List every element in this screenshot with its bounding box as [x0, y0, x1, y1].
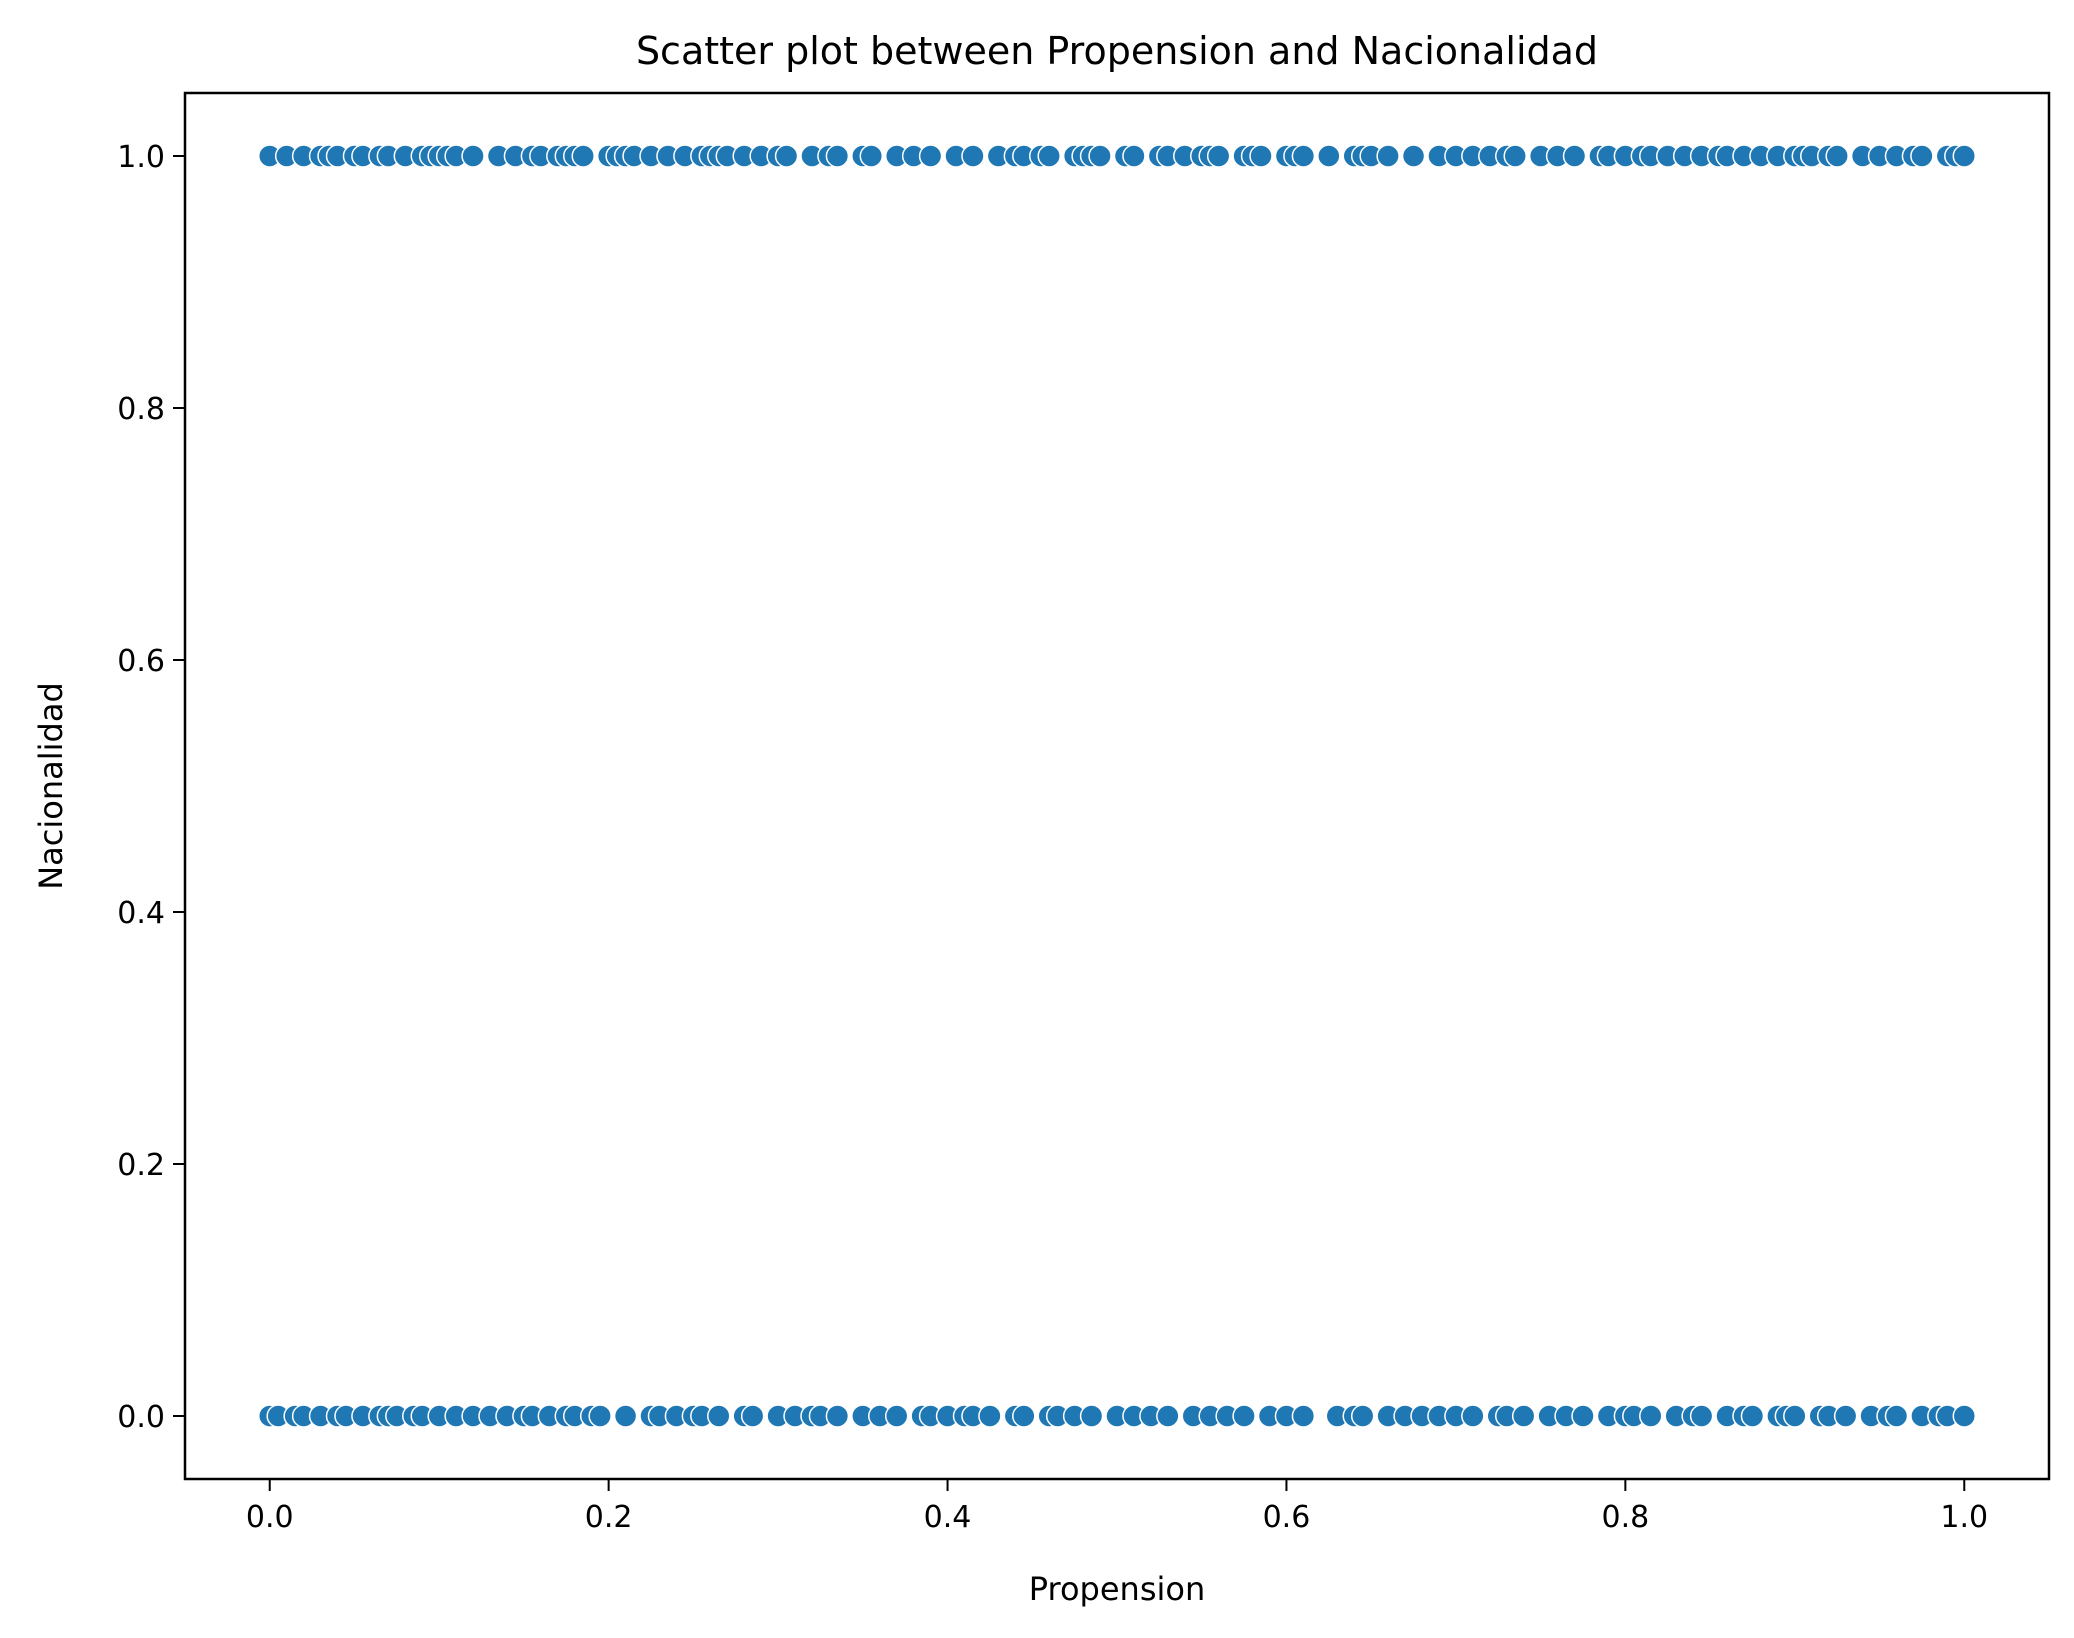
- y-tick-label: 0.6: [117, 644, 165, 679]
- x-tick-label: 0.0: [246, 1500, 294, 1535]
- x-tick-label: 0.2: [585, 1500, 633, 1535]
- data-point: [1376, 144, 1400, 168]
- data-point: [588, 1404, 612, 1428]
- data-point: [1639, 1404, 1663, 1428]
- data-point: [1503, 144, 1527, 168]
- data-point: [1232, 1404, 1256, 1428]
- data-point: [825, 1404, 850, 1428]
- data-point: [1079, 1404, 1104, 1428]
- x-axis: 0.0 0.2 0.4 0.6 0.8 1.0: [246, 1479, 1988, 1535]
- data-point: [1461, 1404, 1485, 1428]
- data-point: [1689, 1404, 1714, 1428]
- data-point: [571, 144, 595, 168]
- data-point: [1740, 1404, 1765, 1428]
- data-point: [1088, 144, 1112, 168]
- data-point: [1156, 1404, 1180, 1428]
- x-tick-label: 0.8: [1602, 1500, 1650, 1535]
- y-tick-label: 0.2: [117, 1148, 165, 1183]
- plot-frame: [183, 91, 2051, 1481]
- data-point: [740, 1404, 765, 1428]
- data-point: [613, 1404, 638, 1428]
- x-axis-label: Propension: [1029, 1570, 1205, 1608]
- data-point: [1401, 144, 1426, 168]
- data-point: [1037, 144, 1061, 168]
- data-point: [1952, 1404, 1977, 1428]
- data-point: [1291, 1404, 1316, 1428]
- data-point: [774, 144, 799, 168]
- y-tick-label: 1.0: [117, 140, 165, 175]
- x-tick-label: 0.4: [924, 1500, 972, 1535]
- data-point: [961, 144, 985, 168]
- x-tick-label: 0.6: [1263, 1500, 1311, 1535]
- data-point: [1122, 144, 1146, 168]
- data-point: [1910, 144, 1934, 168]
- data-point: [461, 144, 485, 168]
- data-point: [1206, 144, 1231, 168]
- data-point: [1884, 1404, 1909, 1428]
- data-point: [1571, 1404, 1595, 1428]
- points-layer: [257, 144, 1977, 1428]
- data-point: [1012, 1404, 1036, 1428]
- y-axis: 0.0 0.2 0.4 0.6 0.8 1.0: [117, 140, 185, 1435]
- data-point: [1511, 1404, 1536, 1428]
- x-tick-label: 1.0: [1940, 1500, 1988, 1535]
- y-tick-label: 0.4: [117, 896, 165, 931]
- data-point: [1833, 1404, 1858, 1428]
- data-point: [707, 1404, 731, 1428]
- y-tick-label: 0.8: [117, 392, 165, 427]
- data-point: [859, 144, 884, 168]
- data-point: [1783, 1404, 1807, 1428]
- data-point: [1249, 144, 1273, 168]
- y-tick-label: 0.0: [117, 1400, 165, 1435]
- data-point: [1562, 144, 1587, 168]
- data-point: [884, 1404, 909, 1428]
- data-point: [825, 144, 850, 168]
- data-point: [918, 144, 943, 168]
- data-point: [1825, 144, 1849, 168]
- data-point: [1952, 144, 1977, 168]
- data-point: [1350, 1404, 1375, 1428]
- chart-title: Scatter plot between Propension and Naci…: [636, 29, 1598, 73]
- data-point: [1291, 144, 1316, 168]
- data-point: [1317, 144, 1341, 168]
- y-axis-label: Nacionalidad: [32, 682, 70, 890]
- data-point: [978, 1404, 1002, 1428]
